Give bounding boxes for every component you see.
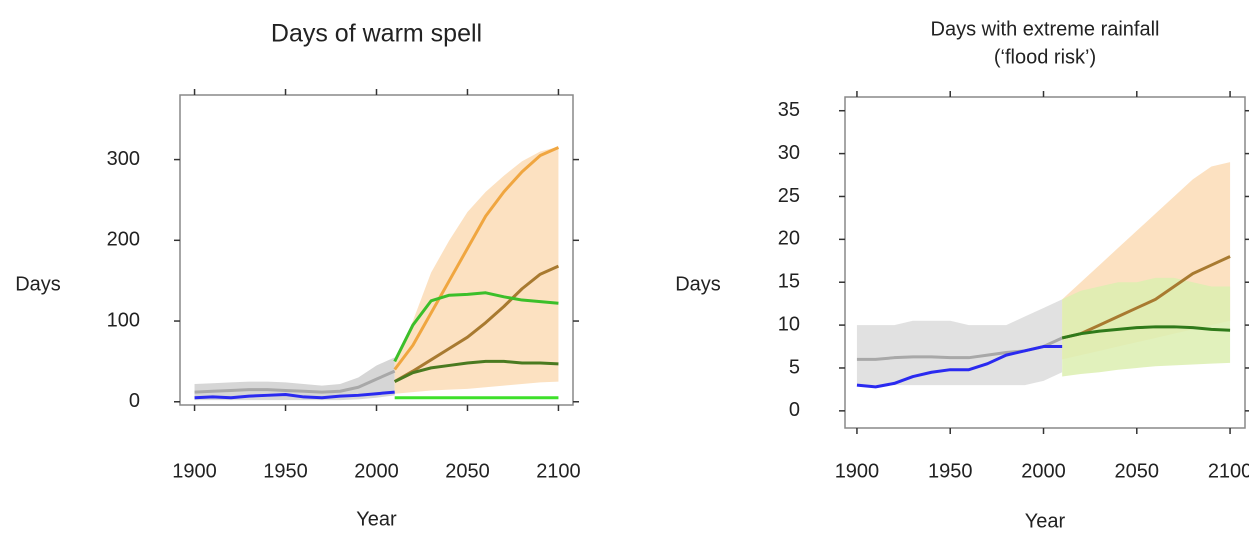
x-tick-label: 2000 bbox=[1021, 460, 1066, 482]
series-line bbox=[393, 146, 560, 371]
y-tick-label: 300 bbox=[107, 148, 140, 170]
x-tick-label: 1900 bbox=[172, 460, 217, 482]
x-tick-label: 1900 bbox=[835, 460, 880, 482]
x-axis-label: Year bbox=[1025, 510, 1066, 532]
x-tick-label: 2000 bbox=[354, 460, 399, 482]
chart-title: Days of warm spell bbox=[271, 20, 482, 48]
series-line bbox=[393, 291, 559, 363]
y-tick-label: 30 bbox=[778, 142, 800, 164]
x-tick-label: 2100 bbox=[536, 460, 581, 482]
y-tick-label: 100 bbox=[107, 309, 140, 331]
y-tick-label: 10 bbox=[778, 313, 800, 335]
y-tick-label: 0 bbox=[789, 399, 800, 421]
series-line bbox=[393, 264, 560, 383]
y-tick-label: 5 bbox=[789, 356, 800, 378]
series-line bbox=[194, 390, 395, 400]
series-line bbox=[856, 345, 1063, 389]
chart-title: (‘flood risk’) bbox=[994, 46, 1096, 68]
series-line bbox=[194, 369, 396, 394]
y-tick-label: 20 bbox=[778, 228, 800, 250]
y-tick-label: 25 bbox=[778, 185, 800, 207]
x-tick-label: 1950 bbox=[928, 460, 973, 482]
y-axis-label: Days bbox=[15, 273, 61, 295]
y-axis-label: Days bbox=[675, 273, 721, 295]
series-line bbox=[1061, 325, 1231, 340]
x-tick-label: 2100 bbox=[1208, 460, 1249, 482]
x-tick-label: 2050 bbox=[445, 460, 490, 482]
series-line bbox=[1061, 255, 1231, 340]
range-band bbox=[856, 299, 1063, 386]
x-tick-label: 2050 bbox=[1115, 460, 1160, 482]
range-band bbox=[394, 146, 559, 394]
chart-title: Days with extreme rainfall bbox=[931, 18, 1160, 40]
x-axis-label: Year bbox=[356, 508, 397, 530]
x-tick-label: 1950 bbox=[263, 460, 308, 482]
y-tick-label: 0 bbox=[129, 390, 140, 412]
y-tick-label: 35 bbox=[778, 99, 800, 121]
series-line bbox=[394, 359, 559, 383]
y-tick-label: 15 bbox=[778, 271, 800, 293]
y-tick-label: 200 bbox=[107, 229, 140, 251]
